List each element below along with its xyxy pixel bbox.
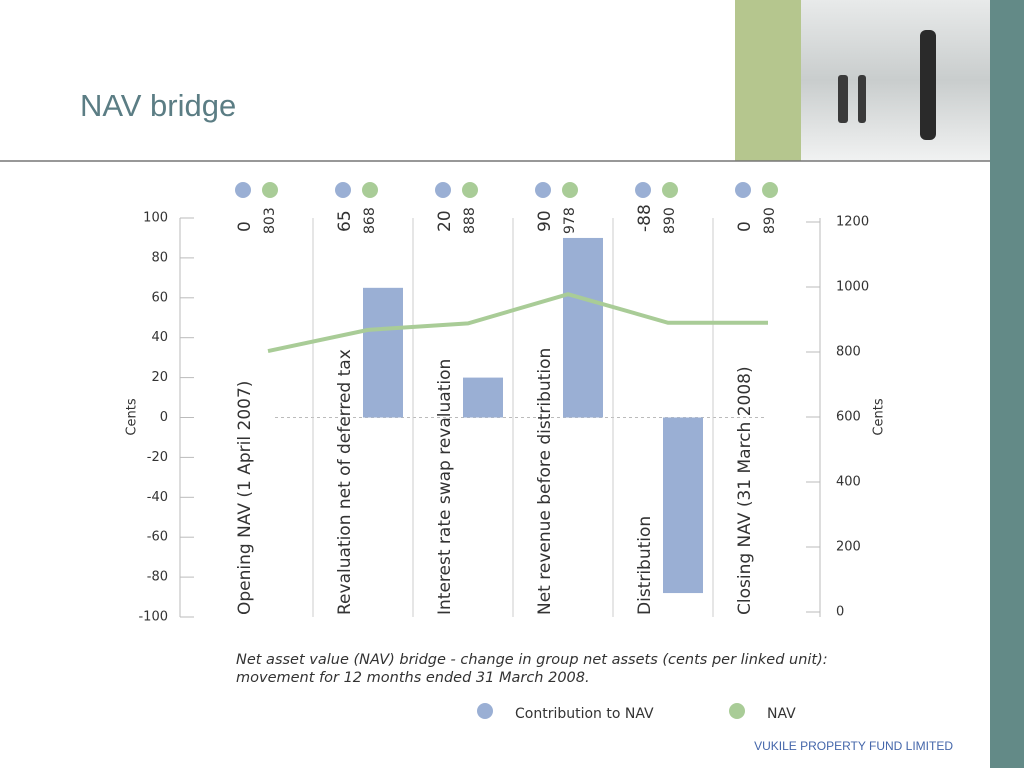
marker-dot — [462, 182, 478, 198]
y2-tick-label: 1200 — [836, 215, 869, 230]
y2-axis-label: Cents — [872, 398, 887, 435]
value-label: -88 — [635, 204, 655, 232]
y-tick-label: -20 — [147, 450, 168, 465]
accent-block — [735, 0, 801, 161]
side-strip — [990, 0, 1024, 768]
x-tick-label: Net revenue before distribution — [535, 348, 555, 615]
value-label: 803 — [262, 207, 278, 234]
y-tick-label: 0 — [160, 410, 168, 425]
slide-title: NAV bridge — [80, 88, 236, 123]
marker-dot — [635, 182, 651, 198]
y2-tick-label: 200 — [836, 540, 861, 555]
caption: Net asset value (NAV) bridge - change in… — [236, 652, 828, 668]
y-axis-label: Cents — [125, 398, 140, 435]
photo — [801, 0, 990, 161]
y-tick-label: 100 — [143, 211, 168, 226]
bar — [363, 287, 403, 418]
marker-dot — [535, 182, 551, 198]
chart: -100-80-60-40-20020406080100020040060080… — [125, 182, 887, 722]
photo-figure — [858, 75, 866, 123]
marker-dot — [362, 182, 378, 198]
x-tick-label: Revaluation net of deferred tax — [335, 349, 355, 615]
caption: movement for 12 months ended 31 March 20… — [236, 670, 590, 686]
x-tick-label: Opening NAV (1 April 2007) — [235, 381, 255, 615]
value-label: 65 — [335, 210, 355, 232]
bar — [563, 237, 603, 418]
bar — [463, 377, 503, 418]
y-tick-label: -40 — [147, 490, 168, 505]
legend-swatch — [477, 703, 493, 719]
y-tick-label: -100 — [138, 610, 168, 625]
y-tick-label: 20 — [151, 370, 168, 385]
legend-label: Contribution to NAV — [515, 706, 654, 722]
y-tick-label: 80 — [151, 250, 168, 265]
value-label: 890 — [662, 207, 678, 234]
marker-dot — [662, 182, 678, 198]
photo-figure — [838, 75, 848, 123]
x-tick-label: Closing NAV (31 March 2008) — [735, 366, 755, 615]
legend-label: NAV — [767, 706, 796, 722]
y2-tick-label: 1000 — [836, 280, 869, 295]
marker-dot — [762, 182, 778, 198]
photo-figure — [920, 30, 936, 140]
value-label: 888 — [462, 207, 478, 234]
value-label: 0 — [235, 221, 255, 232]
marker-dot — [735, 182, 751, 198]
marker-dot — [435, 182, 451, 198]
marker-dot — [235, 182, 251, 198]
nav-line — [267, 292, 768, 353]
value-label: 978 — [562, 207, 578, 234]
y2-tick-label: 600 — [836, 410, 861, 425]
y-tick-label: -60 — [147, 530, 168, 545]
y-tick-label: 40 — [151, 330, 168, 345]
y-tick-label: 60 — [151, 290, 168, 305]
y2-tick-label: 400 — [836, 475, 861, 490]
value-label: 890 — [762, 207, 778, 234]
footer: VUKILE PROPERTY FUND LIMITED — [754, 739, 953, 753]
value-label: 0 — [735, 221, 755, 232]
y2-tick-label: 0 — [836, 605, 844, 620]
marker-dot — [562, 182, 578, 198]
marker-dot — [335, 182, 351, 198]
marker-dot — [262, 182, 278, 198]
y-tick-label: -80 — [147, 570, 168, 585]
y2-tick-label: 800 — [836, 345, 861, 360]
x-tick-label: Interest rate swap revaluation — [435, 359, 455, 615]
bar — [663, 417, 703, 594]
x-tick-label: Distribution — [635, 516, 655, 615]
value-label: 20 — [435, 210, 455, 232]
legend-swatch — [729, 703, 745, 719]
value-label: 868 — [362, 207, 378, 234]
value-label: 90 — [535, 210, 555, 232]
